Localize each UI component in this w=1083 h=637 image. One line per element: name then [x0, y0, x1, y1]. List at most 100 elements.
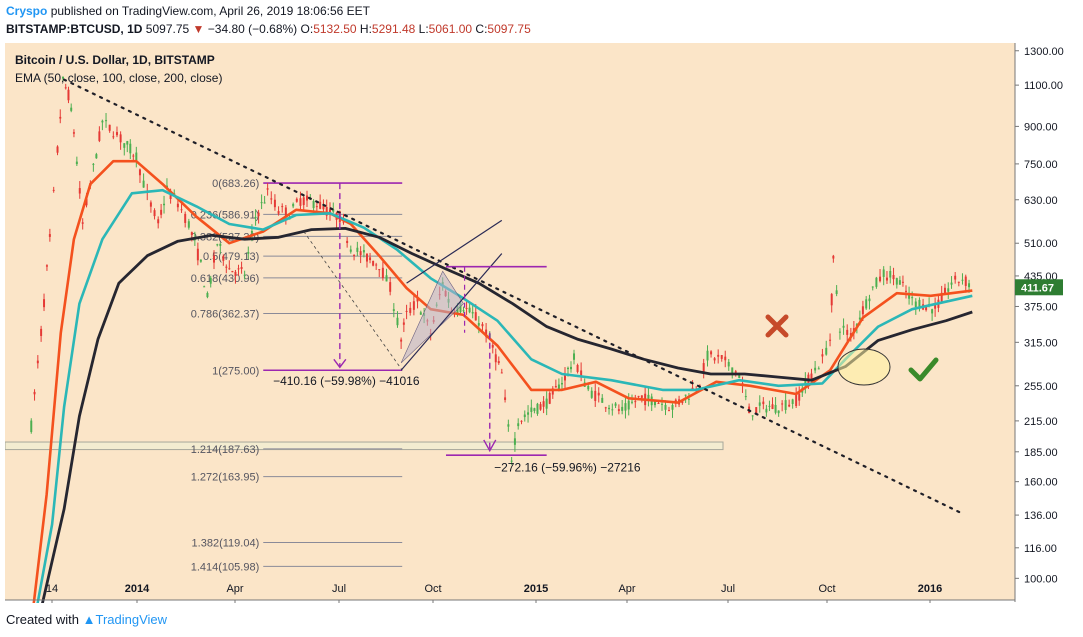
price-bar-body [777, 410, 780, 414]
price-bar-body [319, 201, 322, 209]
price-bar-body [557, 384, 560, 391]
price-bar-body [392, 309, 395, 311]
fib-label: 1.382(119.04) [192, 537, 260, 549]
price-bar-body [381, 267, 384, 279]
price-bar-body [821, 354, 824, 357]
price-bar-body [184, 213, 187, 223]
price-bar-body [312, 200, 315, 209]
price-bar-body [925, 305, 928, 311]
price-bar-body [273, 199, 276, 208]
crossover-highlight [837, 348, 891, 386]
price-bar-body [885, 277, 888, 281]
price-bar-body [372, 261, 375, 266]
price-bar-body [720, 355, 723, 359]
price-bar-body [961, 279, 964, 281]
price-bar-body [474, 312, 477, 321]
price-bar-body [328, 209, 331, 215]
price-bar-body [513, 438, 516, 445]
price-bar-body [160, 209, 163, 215]
price-axis-label: 160.00 [1024, 477, 1058, 489]
price-bar-body [222, 255, 225, 261]
price-bar-body [216, 244, 219, 246]
price-bar-body [771, 404, 774, 409]
price-bar-body [542, 401, 545, 407]
price-bar-body [332, 209, 335, 212]
price-bar-body [879, 276, 882, 282]
price-bar-body [594, 390, 597, 401]
low-value: 5061.00 [428, 22, 473, 36]
chart-frame[interactable]: 0(683.26) 0.236(586.91) 0.382(527.30) 0.5(4… [4, 43, 1079, 637]
price-bar-body [713, 358, 716, 361]
price-bar-body [621, 406, 624, 411]
price-bar-body [48, 234, 51, 237]
fib-label: 0.786(362.37) [191, 309, 260, 321]
price-bar-body [247, 251, 250, 254]
price-bar-body [356, 247, 359, 252]
price-bar-body [660, 403, 663, 405]
price-bar-body [762, 401, 765, 405]
tradingview-brand[interactable]: TradingView [95, 612, 168, 627]
price-bar-body [494, 354, 497, 363]
author-name[interactable]: Cryspo [6, 4, 48, 18]
price-bar-body [92, 163, 95, 165]
price-bar-body [882, 269, 885, 277]
time-axis-label: 2016 [918, 583, 942, 595]
price-bar-body [342, 221, 345, 223]
price-bar-body [647, 394, 650, 399]
price-bar-body [36, 360, 39, 364]
price-bar-body [671, 404, 674, 410]
ema-layer [30, 159, 973, 637]
price-chart[interactable]: 0(683.26)0.236(586.91)0.382(527.30)0.5(4… [4, 43, 1079, 637]
time-axis-label: Apr [226, 583, 243, 595]
price-bar-body [419, 312, 422, 315]
price-bar-body [375, 264, 378, 266]
price-bar-body [315, 206, 318, 208]
price-bar-body [681, 400, 684, 404]
price-bar-body [875, 277, 878, 287]
price-change: −34.80 (−0.68%) [207, 22, 298, 36]
price-bar-body [590, 390, 593, 398]
open-value: 5132.50 [313, 22, 357, 36]
price-bar-body [163, 203, 166, 206]
price-bar-body [362, 250, 365, 253]
price-bar-body [504, 397, 507, 400]
price-bar-body [213, 255, 216, 263]
price-bar-body [530, 407, 533, 412]
price-bar-body [576, 364, 579, 372]
price-bar-body [365, 253, 368, 262]
fib-label: 1.414(105.98) [191, 561, 260, 573]
price-axis-label: 315.00 [1024, 337, 1058, 349]
price-bar-body [203, 286, 206, 288]
fib-label: 1(275.00) [212, 365, 259, 377]
price-bar-body [533, 408, 536, 411]
price-bar-body [634, 401, 637, 403]
price-bar-body [206, 292, 209, 298]
price-bar-body [536, 403, 539, 414]
high-value: 5291.48 [371, 22, 416, 36]
price-bar-body [193, 239, 196, 241]
price-bar-body [934, 305, 937, 309]
price-bar-body [954, 275, 957, 280]
price-bar-body [768, 405, 771, 407]
price-bar-body [306, 195, 309, 201]
price-axis-label: 630.00 [1024, 195, 1058, 207]
price-bar-body [359, 251, 362, 255]
price-bar-body [260, 202, 263, 204]
fib-diagonal [303, 231, 403, 371]
price-bar-body [608, 407, 611, 410]
price-bar-body [810, 373, 813, 379]
price-bar-body [829, 339, 832, 341]
price-bar-body [257, 212, 260, 217]
price-bar-body [744, 396, 747, 398]
price-bar-body [947, 288, 950, 292]
fail-x-icon [765, 314, 789, 338]
price-bar-body [804, 378, 807, 386]
open-label: O: [300, 22, 314, 36]
price-bar-body [240, 267, 243, 269]
price-bar-body [545, 398, 548, 409]
last-price: 5097.75 [145, 22, 190, 36]
price-bar-body [858, 317, 861, 320]
price-bar-body [322, 205, 325, 210]
price-bar-body [849, 333, 852, 336]
price-bar-body [901, 281, 904, 283]
